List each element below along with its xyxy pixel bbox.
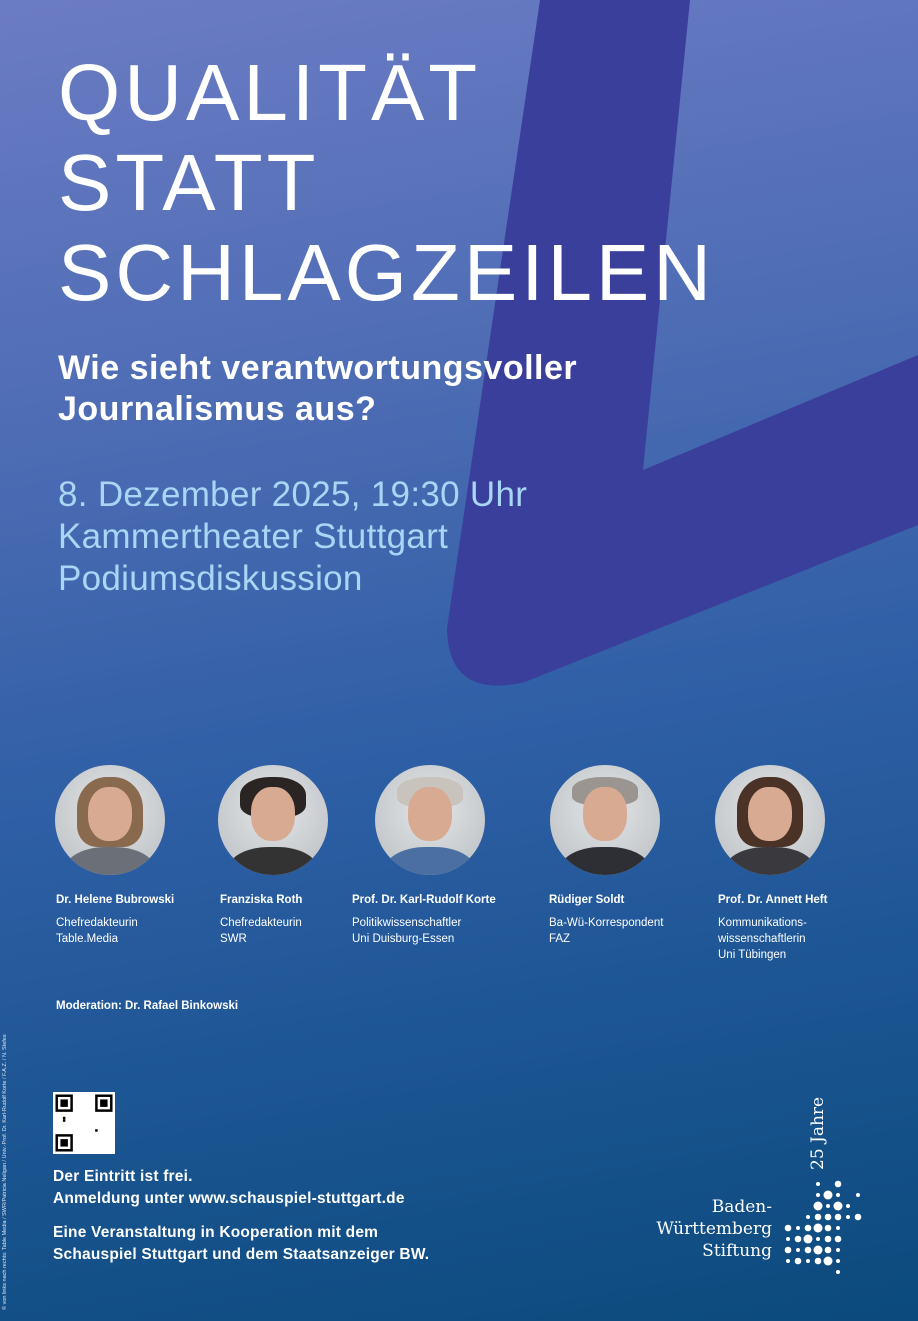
speaker-name: Rüdiger Soldt [549,894,625,906]
speaker-name: Dr. Helene Bubrowski [56,894,175,906]
logo-dot [836,1270,840,1274]
subtitle-line: Wie sieht verantwortungsvoller [58,349,578,387]
logo-dot [804,1224,812,1232]
speaker-photo [550,765,660,875]
logo-dot [824,1213,832,1221]
logo-dot [806,1215,810,1219]
logo-dot [854,1213,862,1221]
logo-dot [856,1193,860,1197]
logo-line: Baden- [711,1197,772,1217]
entry-text: Der Eintritt ist frei. [53,1168,193,1185]
footer-cooperation: Eine Veranstaltung in Kooperation mit de… [53,1222,429,1266]
headline-line: QUALITÄT [58,48,482,137]
speaker: Prof. Dr. Karl-Rudolf Korte Politikwissen… [352,892,496,947]
logo-dot [834,1235,842,1243]
logo-dot [814,1213,822,1221]
cooperation-line: Eine Veranstaltung in Kooperation mit de… [53,1224,379,1241]
logo-dot [786,1259,790,1263]
speaker: Rüdiger Soldt Ba-Wü-Korrespondent FAZ [549,892,663,947]
qr-code[interactable] [53,1092,115,1154]
moderation: Moderation: Dr. Rafael Binkowski [56,1000,239,1012]
logo-dot [796,1226,800,1230]
speaker-role: Chefredakteurin [56,917,138,929]
logo-dot [836,1226,840,1230]
logo-dot [824,1224,832,1232]
footer-entry: Der Eintritt ist frei. Anmeldung unter ww… [53,1166,405,1210]
logo-dot [796,1248,800,1252]
logo-line: Württemberg [656,1219,772,1239]
logo-dot [816,1182,820,1186]
subtitle-line: Journalismus aus? [58,390,377,428]
speaker-role: Uni Duisburg-Essen [352,933,455,945]
logo-dot [784,1224,792,1232]
foundation-logo-text: Baden- Württemberg Stiftung [656,1196,772,1262]
logo-dot [833,1201,843,1211]
headline-line: STATT [58,138,320,227]
event-format: Podiumsdiskussion [58,559,363,598]
logo-dot [846,1204,850,1208]
logo-dot [846,1215,850,1219]
subtitle: Wie sieht verantwortungsvoller Journalis… [58,348,577,430]
speaker: Dr. Helene Bubrowski Chefredakteurin Table… [56,892,174,947]
speaker-role: Chefredakteurin [220,917,302,929]
speaker-role: Politikwissenschaftler [352,917,462,929]
logo-dot [823,1256,833,1266]
speaker-role: Kommunikations- [718,917,807,929]
headline-line: SCHLAGZEILEN [58,228,716,317]
event-date: 8. Dezember 2025, 19:30 Uhr [58,475,528,514]
speaker-photo [55,765,165,875]
logo-dot [806,1259,810,1263]
logo-dot [816,1237,820,1241]
photo-credit: © von links nach rechts: Table Media / S… [2,1034,8,1310]
logo-dot [823,1190,833,1200]
event-info: 8. Dezember 2025, 19:30 Uhr Kammertheate… [58,474,527,600]
logo-dot [834,1213,842,1221]
speaker-role: FAZ [549,933,571,945]
logo-dot [816,1193,820,1197]
logo-line: Stiftung [702,1241,772,1261]
speaker-photo [218,765,328,875]
speaker-name: Prof. Dr. Karl-Rudolf Korte [352,894,496,906]
logo-dot [813,1223,823,1233]
logo-dot [814,1257,822,1265]
speaker: Franziska Roth Chefredakteurin SWR [220,892,302,947]
speaker-role: Table.Media [56,933,119,945]
speaker-role: Uni Tübingen [718,949,787,961]
speaker-photo [715,765,825,875]
foundation-logo-dots [784,1180,862,1274]
logo-dot [834,1180,842,1188]
speaker-name: Prof. Dr. Annett Heft [718,894,828,906]
logo-dot [803,1234,813,1244]
event-venue: Kammertheater Stuttgart [58,517,449,556]
registration-link[interactable]: Anmeldung unter www.schauspiel-stuttgart… [53,1190,405,1207]
logo-dot [824,1235,832,1243]
logo-dot [794,1235,802,1243]
logo-dot [784,1246,792,1254]
speaker-role: SWR [220,933,247,945]
headline: QUALITÄT STATT SCHLAGZEILEN [58,48,715,318]
anniversary-label: 25 Jahre [808,1096,828,1170]
cooperation-line: Schauspiel Stuttgart und dem Staatsanzei… [53,1246,430,1263]
logo-dot [824,1246,832,1254]
logo-dot [786,1237,790,1241]
logo-dot [804,1246,812,1254]
speaker: Prof. Dr. Annett Heft Kommunikations-wiss… [718,892,827,963]
logo-dot [836,1193,840,1197]
speaker-photo [375,765,485,875]
logo-dot [794,1257,802,1265]
speaker-role: Ba-Wü-Korrespondent [549,917,664,929]
logo-dot [826,1204,830,1208]
logo-dot [813,1245,823,1255]
logo-dot [813,1201,823,1211]
speaker-name: Franziska Roth [220,894,303,906]
logo-dot [836,1259,840,1263]
logo-dot [836,1248,840,1252]
speaker-role: wissenschaftlerin [718,933,806,945]
